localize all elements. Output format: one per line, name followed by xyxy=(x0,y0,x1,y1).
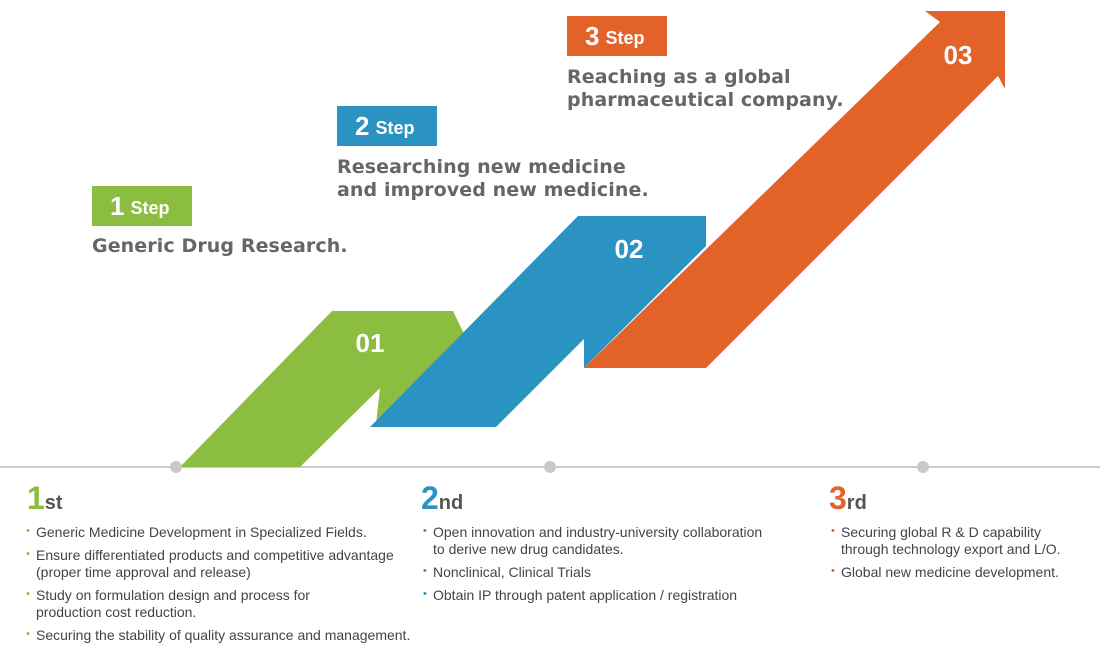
arrow-segment-01 xyxy=(180,311,466,467)
bullet-dot: • xyxy=(831,525,835,537)
list-item-text: Ensure differentiated products and compe… xyxy=(36,547,394,580)
list-item-text: Obtain IP through patent application / r… xyxy=(433,587,738,603)
bullet-dot: • xyxy=(423,525,427,537)
stage-1-number: 1 xyxy=(27,480,45,516)
stage-3-number: 3 xyxy=(829,480,847,516)
list-item-text: Study on formulation design and process … xyxy=(36,587,310,620)
step-2-badge: 2 Step xyxy=(337,106,437,146)
step-3-number: 3 xyxy=(585,20,600,51)
bullet-dot: • xyxy=(26,525,30,537)
step-2-word: Step xyxy=(375,118,415,138)
bullet-dot: • xyxy=(423,588,427,600)
arrow-label-02: 02 xyxy=(615,234,644,264)
bullet-dot: • xyxy=(423,565,427,577)
list-item-text: Generic Medicine Development in Speciali… xyxy=(36,524,367,540)
arrow-label-03: 03 xyxy=(944,40,973,70)
list-item: • Ensure differentiated products and comp… xyxy=(26,547,436,581)
bullet-dot: • xyxy=(26,628,30,640)
step-2-description: Researching new medicine and improved ne… xyxy=(337,156,649,201)
step-1-number: 1 xyxy=(110,190,125,221)
timeline-dot-1 xyxy=(170,461,182,473)
list-item-text: Open innovation and industry-university … xyxy=(433,524,763,557)
stage-3-suffix: rd xyxy=(846,492,867,514)
arrow-segment-02 xyxy=(370,216,706,427)
arrow-label-01: 01 xyxy=(356,328,385,358)
list-item-text: Securing the stability of quality assura… xyxy=(36,627,411,643)
step-1-description: Generic Drug Research. xyxy=(92,235,348,257)
stage-3-list: • Securing global R & D capability throug… xyxy=(831,524,1096,587)
bullet-dot: • xyxy=(26,548,30,560)
list-item: • Open innovation and industry-university… xyxy=(423,524,803,558)
step-3-word: Step xyxy=(605,28,645,48)
step-1-word: Step xyxy=(130,198,170,218)
list-item: • Nonclinical, Clinical Trials xyxy=(423,564,803,581)
bullet-dot: • xyxy=(831,565,835,577)
list-item-text: Global new medicine development. xyxy=(841,564,1059,580)
timeline-dot-2 xyxy=(544,461,556,473)
list-item-text: Securing global R & D capability through… xyxy=(841,524,1061,557)
step-2-number: 2 xyxy=(355,110,370,141)
stage-1-suffix: st xyxy=(44,492,63,514)
stage-1-heading: 1st xyxy=(27,480,63,517)
bullet-dot: • xyxy=(26,588,30,600)
step-3-badge: 3 Step xyxy=(567,16,667,56)
timeline-dot-3 xyxy=(917,461,929,473)
list-item: • Securing global R & D capability throug… xyxy=(831,524,1096,558)
list-item: • Generic Medicine Development in Special… xyxy=(26,524,436,541)
list-item: • Obtain IP through patent application / … xyxy=(423,587,803,604)
arrow-segment-03 xyxy=(584,11,1005,368)
step-3-description: Reaching as a global pharmaceutical comp… xyxy=(567,66,844,111)
stage-2-heading: 2nd xyxy=(421,480,463,517)
stage-2-list: • Open innovation and industry-university… xyxy=(423,524,803,610)
list-item: • Global new medicine development. xyxy=(831,564,1096,581)
list-item: • Securing the stability of quality assur… xyxy=(26,627,436,644)
list-item-text: Nonclinical, Clinical Trials xyxy=(433,564,591,580)
stage-2-number: 2 xyxy=(421,480,439,516)
list-item: • Study on formulation design and process… xyxy=(26,587,436,621)
step-1-badge: 1 Step xyxy=(92,186,192,226)
stage-1-list: • Generic Medicine Development in Special… xyxy=(26,524,436,650)
stage-2-suffix: nd xyxy=(438,492,464,514)
stage-3-heading: 3rd xyxy=(829,480,867,517)
